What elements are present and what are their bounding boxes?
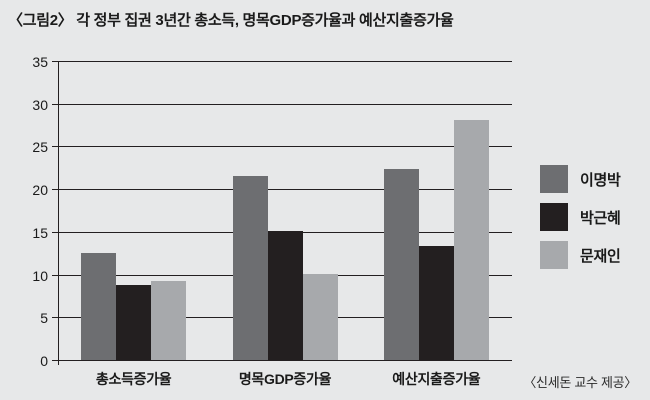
bar-박근혜-총소득증가율 [116, 285, 152, 360]
x-axis-label-3: 예산지출증가율 [392, 371, 481, 387]
figure-title: 〈그림2〉 각 정부 집권 3년간 총소득, 명목GDP증가율과 예산지출증가율 [8, 12, 454, 29]
x-axis-label-1: 총소득증가율 [95, 371, 172, 387]
y-tick-mark [52, 317, 58, 319]
y-tick-label: 5 [40, 310, 48, 327]
gridline-y-20 [58, 189, 512, 191]
legend-swatch [540, 203, 568, 231]
y-tick-label: 10 [32, 267, 48, 284]
x-axis-label-2: 명목GDP증가율 [238, 371, 332, 387]
y-tick-mark [52, 103, 58, 105]
gridline-y-0 [58, 360, 512, 361]
bar-이명박-명목GDP증가율 [232, 176, 268, 360]
legend-swatch [540, 241, 568, 269]
y-tick-mark [52, 231, 58, 233]
y-tick-label: 35 [32, 54, 48, 70]
y-tick-label: 25 [32, 139, 48, 156]
bar-문재인-총소득증가율 [151, 280, 187, 360]
legend-item-문재인: 문재인 [540, 241, 621, 269]
gridline-y-30 [58, 103, 512, 105]
plot-area: 0 5 10 15 20 25 30 35 [32, 55, 512, 368]
bar-group-1 [81, 62, 187, 360]
y-tick-label: 30 [32, 96, 48, 113]
y-tick-label: 0 [40, 353, 48, 369]
bar-group-3 [383, 62, 489, 360]
gridline-y-25 [58, 146, 512, 148]
legend-swatch [540, 165, 568, 193]
y-tick-mark [52, 274, 58, 276]
bar-박근혜-명목GDP증가율 [267, 230, 303, 360]
y-tick-mark [52, 146, 58, 148]
bar-이명박-예산지출증가율 [383, 169, 419, 360]
bar-문재인-예산지출증가율 [453, 119, 489, 360]
legend-item-박근혜: 박근혜 [540, 203, 621, 231]
y-tick-mark [52, 360, 58, 361]
y-tick-label: 20 [32, 182, 48, 199]
y-tick-mark [52, 189, 58, 191]
bar-문재인-명목GDP증가율 [302, 274, 338, 360]
bar-박근혜-예산지출증가율 [418, 245, 454, 360]
bar-이명박-총소득증가율 [81, 252, 117, 360]
legend-item-이명박: 이명박 [540, 165, 621, 193]
legend-label: 이명박 [580, 171, 621, 189]
y-axis-line [58, 62, 59, 365]
legend-label: 문재인 [580, 247, 621, 265]
credit-text: 〈신세돈 교수 제공〉 [523, 375, 637, 390]
y-tick-label: 15 [32, 224, 48, 241]
bar-group-2 [232, 62, 338, 360]
legend-label: 박근혜 [580, 209, 621, 227]
gridline-y-35 [58, 61, 512, 62]
y-tick-mark [52, 61, 58, 62]
